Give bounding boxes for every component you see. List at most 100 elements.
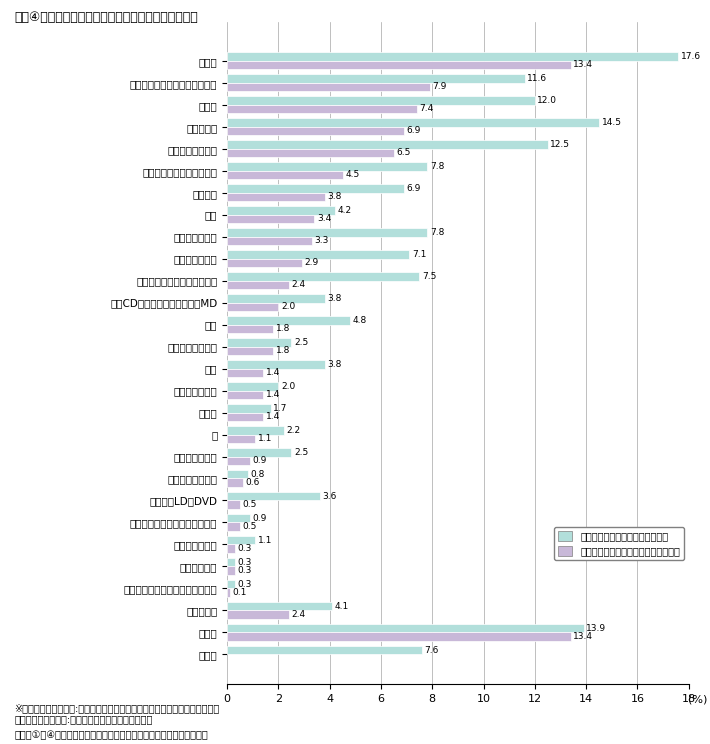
Text: 3.3: 3.3 — [315, 237, 329, 246]
Text: 図表④　最終消費財分野における取扱商品・サービス: 図表④ 最終消費財分野における取扱商品・サービス — [14, 11, 198, 24]
Bar — [227, 632, 571, 641]
X-axis label: (%): (%) — [688, 694, 708, 705]
Text: 3.4: 3.4 — [317, 214, 331, 223]
Text: 1.4: 1.4 — [266, 412, 280, 421]
Bar — [227, 280, 289, 289]
Bar — [227, 162, 427, 170]
Bar — [227, 434, 256, 443]
Bar — [227, 259, 302, 267]
Bar — [227, 382, 278, 391]
Text: 0.1: 0.1 — [232, 588, 246, 597]
Bar — [227, 324, 273, 333]
Text: 1.8: 1.8 — [276, 346, 290, 356]
Text: 2.4: 2.4 — [291, 280, 305, 289]
Text: 7.1: 7.1 — [412, 250, 426, 259]
Bar — [227, 141, 547, 149]
Bar — [227, 126, 404, 135]
Bar — [227, 303, 278, 311]
Bar — [227, 215, 315, 223]
Text: 7.8: 7.8 — [430, 162, 444, 171]
Bar — [227, 74, 525, 83]
Bar — [227, 492, 320, 501]
Text: 7.6: 7.6 — [425, 646, 439, 655]
Bar — [227, 522, 240, 530]
Text: 2.5: 2.5 — [294, 338, 308, 347]
Text: 7.5: 7.5 — [422, 272, 437, 281]
Bar — [227, 347, 273, 355]
Bar — [227, 97, 535, 105]
Text: 0.3: 0.3 — [237, 544, 252, 553]
Bar — [227, 170, 342, 179]
Bar — [227, 391, 263, 399]
Text: 0.3: 0.3 — [237, 566, 252, 575]
Text: 13.9: 13.9 — [586, 623, 606, 632]
Bar — [227, 624, 584, 632]
Text: 2.5: 2.5 — [294, 448, 308, 457]
Text: 2.0: 2.0 — [281, 382, 295, 391]
Bar — [227, 250, 409, 259]
Text: 13.4: 13.4 — [574, 632, 594, 641]
Text: 2.0: 2.0 — [281, 302, 295, 311]
Bar — [227, 448, 291, 457]
Text: 2.2: 2.2 — [286, 426, 300, 434]
Text: 7.9: 7.9 — [432, 83, 447, 92]
Bar — [227, 580, 235, 589]
Text: 0.5: 0.5 — [243, 522, 257, 531]
Bar — [227, 149, 394, 157]
Text: 4.1: 4.1 — [335, 602, 349, 611]
Text: ※　有料情報サービス:オンライン雑誌・電子新聞、データベースサービス等: ※ 有料情報サービス:オンライン雑誌・電子新聞、データベースサービス等 — [14, 703, 219, 713]
Text: 3.8: 3.8 — [327, 360, 342, 369]
Bar — [227, 646, 422, 655]
Text: 1.1: 1.1 — [258, 536, 273, 545]
Text: 図表①〜④　「インターネットコマース調査」（郵政省）により作成: 図表①〜④ 「インターネットコマース調査」（郵政省）により作成 — [14, 731, 208, 740]
Bar — [227, 566, 235, 575]
Text: 3.6: 3.6 — [322, 492, 337, 501]
Text: 4.5: 4.5 — [345, 170, 359, 179]
Text: 0.3: 0.3 — [237, 558, 252, 567]
Bar — [227, 206, 335, 215]
Text: 12.5: 12.5 — [550, 140, 570, 149]
Text: 0.8: 0.8 — [251, 469, 265, 479]
Bar — [227, 295, 324, 303]
Text: 12.0: 12.0 — [537, 96, 557, 105]
Bar — [227, 514, 251, 522]
Text: 6.9: 6.9 — [407, 184, 421, 193]
Text: 7.4: 7.4 — [420, 104, 434, 113]
Bar — [227, 237, 312, 245]
Legend: 取扱商品・サービス（複数回答）, 最も売上げの多い取扱商品・サービス: 取扱商品・サービス（複数回答）, 最も売上げの多い取扱商品・サービス — [554, 527, 684, 560]
Bar — [227, 360, 324, 368]
Text: 1.7: 1.7 — [273, 404, 288, 413]
Text: 4.2: 4.2 — [337, 206, 351, 215]
Text: 2.9: 2.9 — [304, 258, 318, 267]
Text: 4.8: 4.8 — [353, 316, 367, 325]
Bar — [227, 105, 417, 113]
Text: 14.5: 14.5 — [601, 118, 621, 127]
Text: 6.9: 6.9 — [407, 126, 421, 135]
Bar — [227, 272, 420, 280]
Text: 0.9: 0.9 — [253, 514, 267, 523]
Bar — [227, 52, 679, 61]
Text: 7.8: 7.8 — [430, 228, 444, 237]
Bar — [227, 368, 263, 377]
Text: 0.3: 0.3 — [237, 580, 252, 589]
Bar — [227, 589, 230, 597]
Bar — [227, 457, 251, 465]
Bar — [227, 501, 240, 509]
Text: 1.4: 1.4 — [266, 368, 280, 377]
Bar — [227, 193, 324, 201]
Bar — [227, 426, 283, 434]
Bar — [227, 118, 599, 126]
Bar — [227, 185, 404, 193]
Bar — [227, 536, 256, 545]
Text: 1.4: 1.4 — [266, 391, 280, 400]
Bar — [227, 83, 430, 91]
Bar — [227, 478, 243, 487]
Bar — [227, 558, 235, 566]
Bar — [227, 545, 235, 553]
Text: 1.1: 1.1 — [258, 434, 273, 443]
Text: 2.4: 2.4 — [291, 610, 305, 619]
Text: 17.6: 17.6 — [681, 52, 701, 61]
Text: 13.4: 13.4 — [574, 60, 594, 69]
Text: 0.6: 0.6 — [245, 478, 260, 487]
Bar — [227, 470, 248, 478]
